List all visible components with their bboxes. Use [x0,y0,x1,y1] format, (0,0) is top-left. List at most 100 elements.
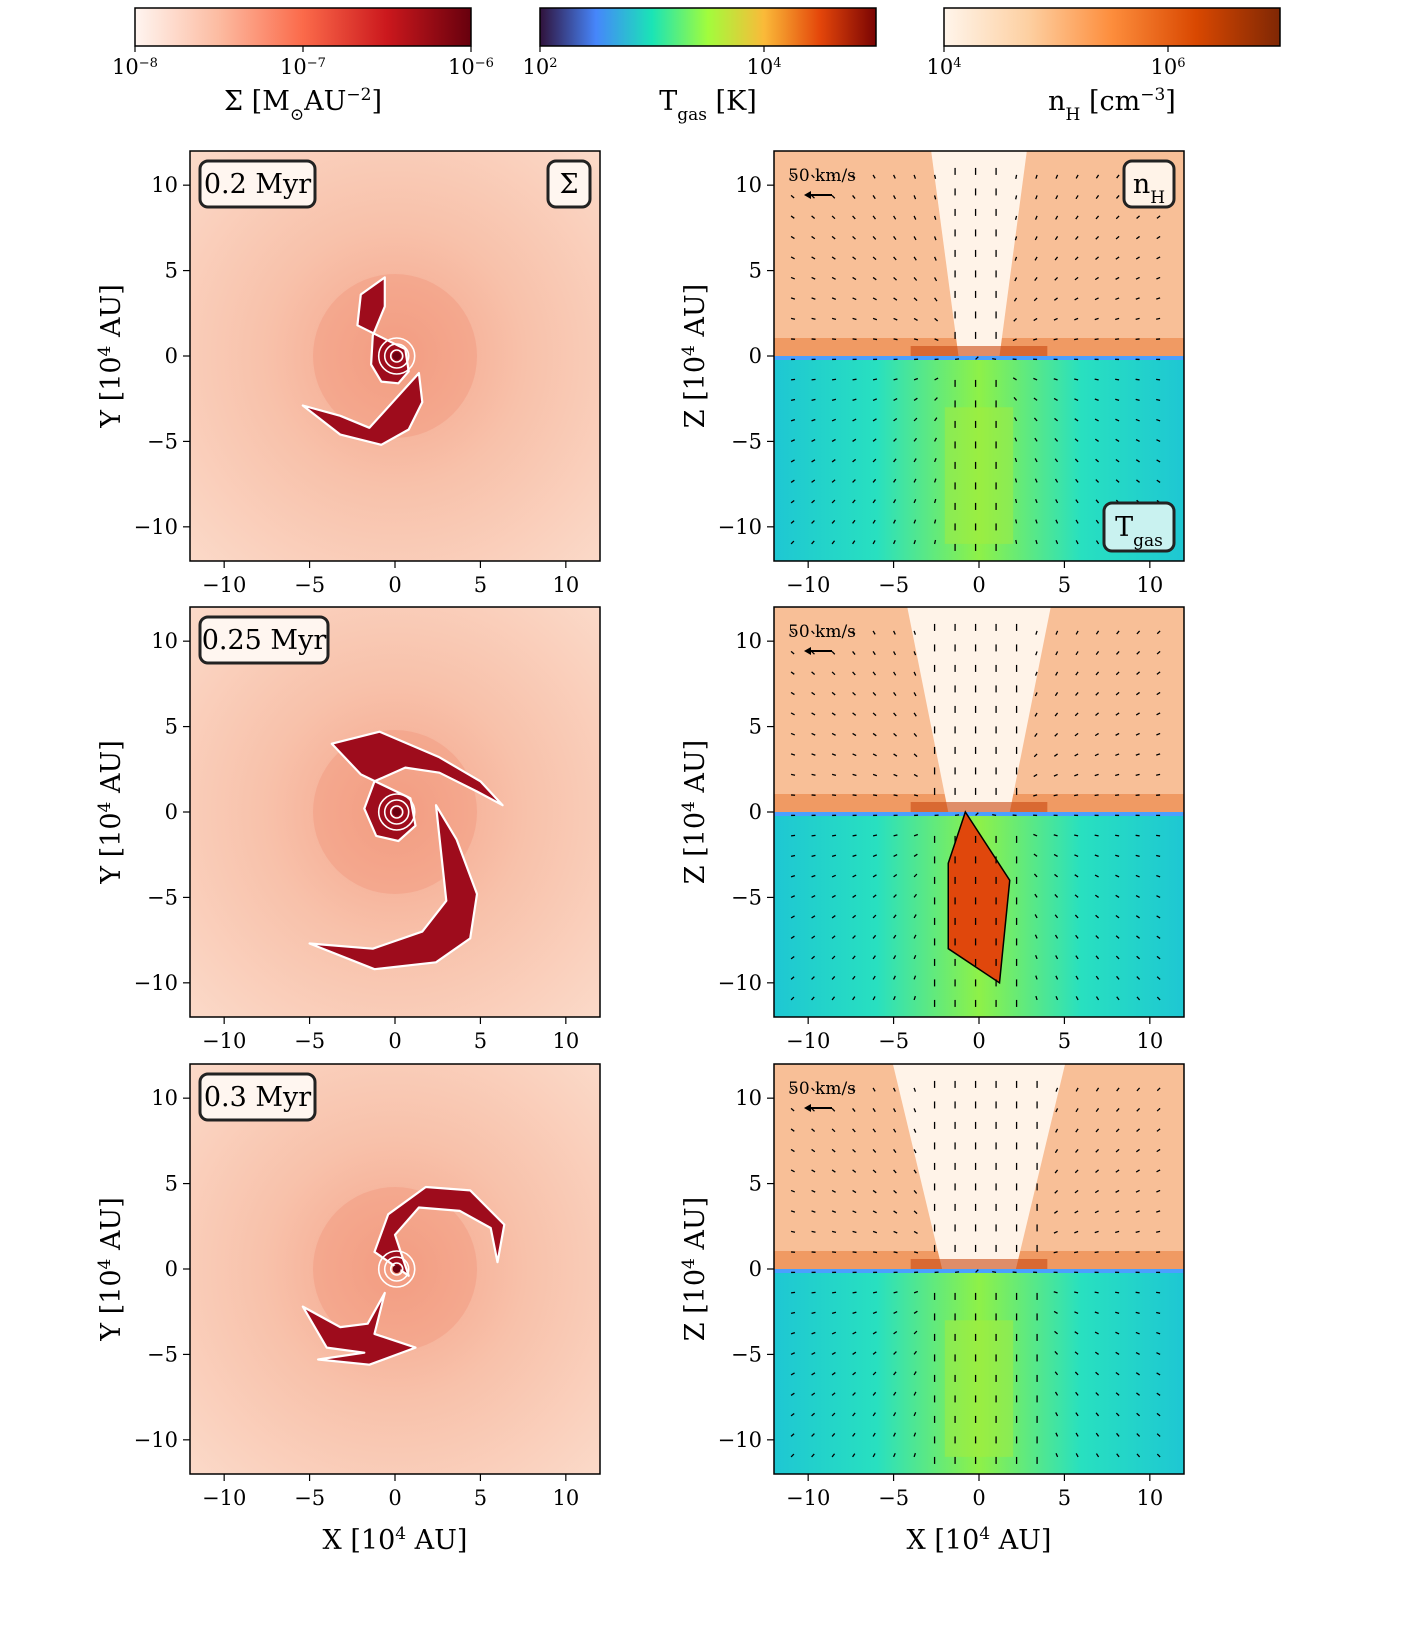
velocity-arrow [1054,1351,1059,1355]
velocity-arrow [811,499,816,504]
velocity-arrow [1034,478,1038,483]
velocity-arrow [1074,398,1079,402]
velocity-arrow [913,1210,918,1215]
velocity-arrow [872,671,877,676]
velocity-arrow [790,1331,796,1335]
velocity-arrow [1095,235,1100,240]
velocity-arrow [811,1453,815,1458]
velocity-arrow [1055,1128,1059,1133]
time-badge-box [198,159,317,209]
velocity-arrow [913,1290,919,1294]
velocity-arrow [1014,215,1018,220]
velocity-arrow [1156,297,1161,300]
velocity-arrow [1156,1392,1161,1396]
velocity-arrow [852,174,856,179]
velocity-arrow [1115,1412,1120,1417]
panel-4: 50 km/s −10 10 −5 5 0 0 5 −5 10 −10 Z [104 AU] [679,606,1185,1053]
velocity-arrow [1054,873,1058,878]
velocity-arrow [790,479,795,483]
velocity-arrow [1156,955,1161,960]
x-tick-label: 5 [1058,573,1071,597]
y-axis-label: Y [104 AU] [95,284,127,429]
velocity-arrow [1115,458,1120,463]
velocity-arrow [790,935,795,939]
velocity-arrow [790,398,796,402]
colorbar-tick-label: 10−8 [112,55,158,79]
velocity-arrow [1156,712,1161,716]
velocity-arrow [913,773,918,777]
velocity-arrow [790,1433,795,1437]
velocity-arrow [893,1230,898,1234]
velocity-arrow [893,894,897,898]
velocity-scale-label: 50 km/s [788,166,856,186]
y-tick-label: 0 [749,344,762,368]
velocity-arrow [893,499,897,504]
velocity-arrow [852,732,857,737]
velocity-arrow [872,338,878,341]
velocity-arrow [1074,1311,1079,1315]
colorbar-nh-gradient [943,7,1281,47]
velocity-arrow [893,1189,897,1194]
core-swirl [377,337,416,375]
velocity-arrow [790,996,795,1001]
velocity-arrow [872,235,877,240]
velocity-arrow [1115,1331,1120,1335]
x-tick-label: −10 [202,1029,246,1053]
velocity-arrow [1135,834,1140,837]
velocity-arrow [1075,540,1079,545]
velocity-arrow [1136,1087,1141,1092]
velocity-arrow [1054,1330,1058,1335]
velocity-arrow [1094,732,1099,737]
velocity-arrow [1156,1352,1161,1356]
velocity-arrow [1054,1149,1059,1154]
velocity-arrow [1115,398,1120,402]
velocity-arrow [1055,174,1059,179]
velocity-arrow [852,1392,856,1396]
y-tick-label: 10 [151,173,178,197]
velocity-arrow [1136,976,1141,980]
velocity-arrow [1156,276,1161,280]
velocity-arrow [1095,479,1100,483]
velocity-arrow [1156,1169,1161,1173]
velocity-arrow [1075,174,1079,179]
velocity-arrow [872,1148,877,1153]
velocity-arrow [831,256,836,260]
velocity-arrow [811,418,816,422]
velocity-arrow [1035,174,1038,179]
velocity-arrow [1012,338,1017,342]
x-tick-label: 10 [552,1486,579,1510]
velocity-arrow [933,215,937,220]
velocity-arrow [913,1350,918,1355]
panel-2: 50 km/s −10 10 −5 5 0 0 5 −5 10 −10 Z [104 AU] nH Tga… [679,150,1185,597]
x-tick-label: 10 [1136,1486,1163,1510]
y-axis-label-text: Z [104 AU] [679,740,711,884]
velocity-arrow [872,630,876,635]
velocity-arrow [852,479,856,483]
velocity-arrow [872,1432,876,1437]
core-swirl [383,799,410,825]
velocity-arrow [1014,236,1018,241]
colorbar-sigma-label: Σ [M⊙AU−2] [224,85,382,125]
velocity-arrow [852,215,856,220]
velocity-arrow [1156,732,1161,736]
velocity-arrow [893,873,898,878]
velocity-arrow [1012,377,1017,381]
velocity-arrow [1156,773,1161,776]
velocity-arrow [1033,417,1038,422]
velocity-arrow [893,692,897,697]
velocity-arrow [872,1331,877,1335]
velocity-arrow [1135,712,1140,716]
velocity-arrow [1075,236,1079,240]
velocity-arrow [852,256,857,260]
velocity-arrow [1115,1371,1120,1376]
velocity-arrow [790,1189,796,1193]
velocity-arrow [852,1331,857,1335]
time-badge-text: 0.2 Myr [204,169,311,200]
velocity-arrow [1156,753,1161,756]
y-axis-label: Z [104 AU] [679,1197,711,1341]
velocity-arrow [872,418,877,422]
y-tick-label: 5 [749,1172,762,1196]
velocity-arrow [872,276,877,281]
x-tick-label: −10 [202,573,246,597]
